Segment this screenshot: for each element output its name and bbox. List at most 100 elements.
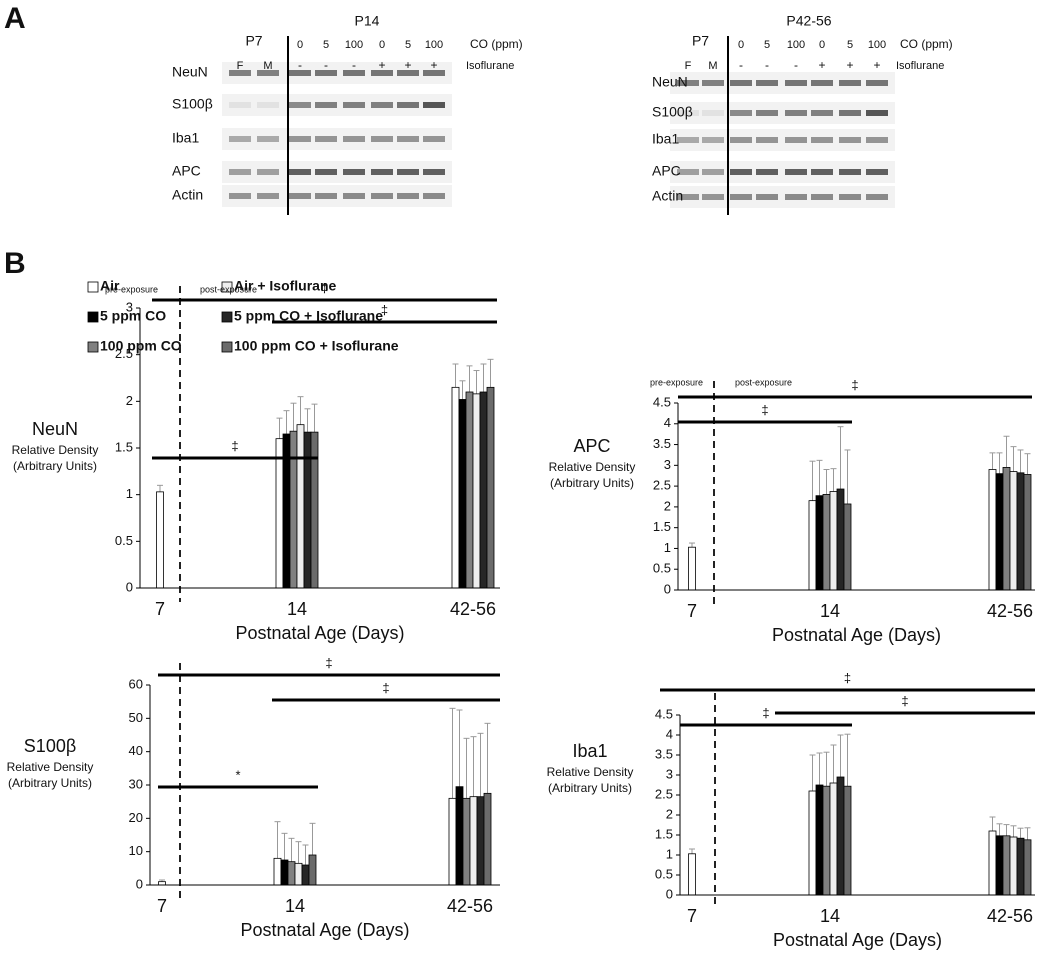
blot-row-label: S100β — [652, 104, 693, 120]
lane-label: 100 — [345, 39, 363, 51]
chart-title: NeuN — [32, 419, 78, 439]
blot-band — [257, 193, 279, 199]
y-tick-label: 1.5 — [653, 519, 671, 534]
blot-band — [371, 102, 393, 108]
y-tick-label: 30 — [129, 776, 143, 791]
iso-mark: + — [818, 58, 825, 72]
blot-row-label: Iba1 — [652, 131, 679, 147]
co-label: CO (ppm) — [900, 37, 953, 51]
blot-band — [677, 137, 699, 143]
blot-group: P42-56 — [786, 13, 831, 29]
y-tick-label: 1 — [666, 846, 673, 861]
chart-title: Iba1 — [572, 741, 607, 761]
blot-band — [839, 194, 861, 200]
blot-band — [343, 102, 365, 108]
blot-band — [397, 169, 419, 175]
y-tick-label: 40 — [129, 743, 143, 758]
bar — [995, 473, 1004, 591]
bar — [836, 776, 845, 896]
lane-label: 0 — [297, 39, 303, 51]
bar — [1016, 837, 1025, 896]
legend-swatch — [87, 341, 99, 353]
blot-group: P14 — [355, 13, 380, 29]
y-tick-label: 0.5 — [115, 533, 133, 548]
blot-band — [677, 110, 699, 116]
y-tick-label: 3 — [666, 766, 673, 781]
bar — [472, 393, 481, 589]
lane-label: 0 — [379, 39, 385, 51]
blot-band — [811, 169, 833, 175]
bar — [829, 491, 838, 591]
blot-band — [730, 110, 752, 116]
significance-label: ‡ — [321, 280, 328, 295]
iso-mark: - — [324, 58, 328, 72]
blot-band — [397, 70, 419, 76]
bar — [836, 488, 845, 591]
blot-band — [257, 102, 279, 108]
y-tick-label: 1.5 — [115, 439, 133, 454]
x-tick-label: 7 — [687, 601, 697, 621]
blot-row-label: APC — [172, 163, 201, 179]
bar — [280, 859, 289, 886]
blot-band — [785, 137, 807, 143]
bar — [1016, 472, 1025, 591]
iso-mark: - — [739, 58, 743, 72]
x-tick-label: 7 — [687, 906, 697, 926]
iso-mark: + — [404, 58, 411, 72]
blot-band — [785, 169, 807, 175]
blot-band — [343, 169, 365, 175]
bar — [988, 469, 997, 591]
significance-label: ‡ — [761, 402, 768, 417]
x-tick-label: 14 — [820, 601, 840, 621]
y-tick-label: 1 — [126, 486, 133, 501]
blot-band — [866, 169, 888, 175]
x-tick-label: 42-56 — [447, 896, 493, 916]
x-tick-label: 14 — [820, 906, 840, 926]
blot-band — [730, 80, 752, 86]
blot-band — [785, 194, 807, 200]
lane-label: 5 — [323, 39, 329, 51]
y-tick-label: 4 — [666, 726, 673, 741]
blot-band — [315, 193, 337, 199]
iso-mark: + — [378, 58, 385, 72]
legend-swatch — [87, 311, 99, 323]
significance-label: ‡ — [901, 693, 908, 708]
x-tick-label: 42-56 — [987, 601, 1033, 621]
y-axis-units: (Arbitrary Units) — [8, 776, 92, 790]
y-tick-label: 4.5 — [655, 706, 673, 721]
legend-label: Air — [100, 278, 120, 294]
bar — [815, 784, 824, 896]
significance-label: * — [235, 767, 240, 782]
bar — [1009, 471, 1018, 591]
bar — [465, 391, 474, 589]
blot-band — [289, 193, 311, 199]
blot-band — [677, 80, 699, 86]
blot-band — [289, 169, 311, 175]
y-tick-label: 3.5 — [655, 746, 673, 761]
blot-row — [670, 161, 895, 183]
panel-label: B — [4, 247, 26, 280]
bar — [287, 861, 296, 886]
co-label: CO (ppm) — [470, 37, 523, 51]
blot-band — [702, 194, 724, 200]
blot-band — [677, 194, 699, 200]
significance-label: ‡ — [844, 670, 851, 685]
blot-band — [229, 193, 251, 199]
y-tick-label: 3 — [126, 299, 133, 314]
blot-time: P7 — [245, 33, 262, 49]
bar — [1023, 839, 1032, 896]
x-tick-label: 14 — [285, 896, 305, 916]
blot-band — [343, 193, 365, 199]
blot-band — [423, 136, 445, 142]
legend-label: 5 ppm CO — [100, 308, 166, 324]
bar — [479, 391, 488, 589]
blot-band — [839, 137, 861, 143]
blot-row-label: Actin — [652, 188, 683, 204]
bar — [289, 430, 298, 589]
blot-band — [811, 137, 833, 143]
blot-band — [289, 136, 311, 142]
blot-band — [423, 102, 445, 108]
significance-label: ‡ — [382, 680, 389, 695]
significance-label: ‡ — [231, 438, 238, 453]
significance-label: ‡ — [381, 302, 388, 317]
